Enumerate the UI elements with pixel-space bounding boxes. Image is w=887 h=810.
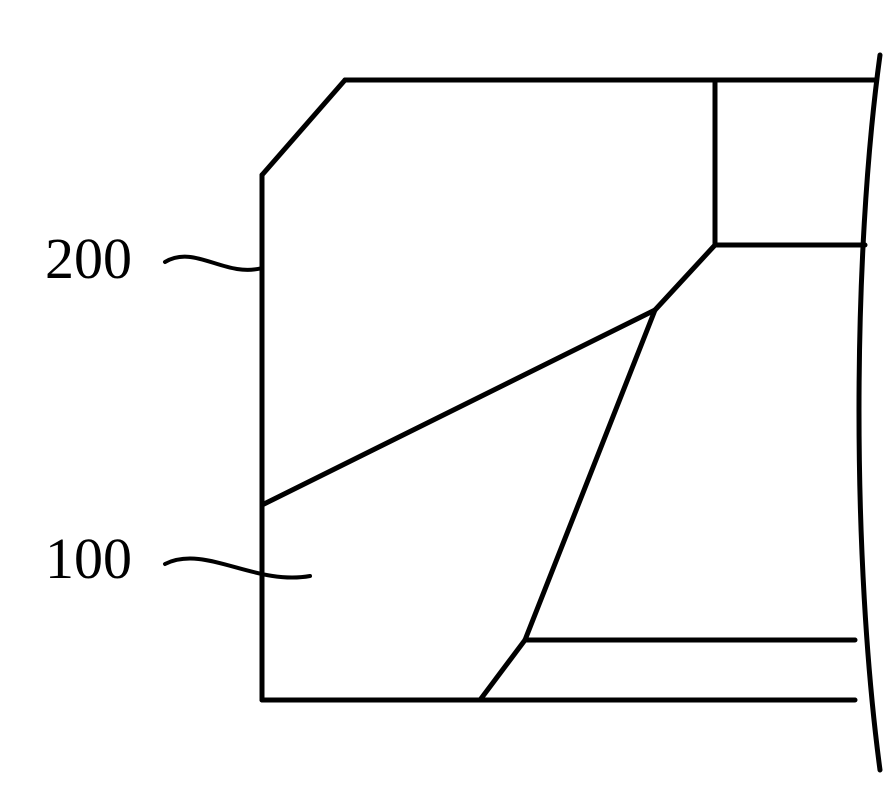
slope-lower	[525, 310, 655, 640]
inner-bot-diag	[480, 640, 525, 700]
right-arc	[859, 55, 880, 770]
diagram-svg	[0, 0, 887, 810]
leader-100	[165, 559, 310, 578]
diag-main	[262, 310, 655, 505]
diagram-root: 200 100	[0, 0, 887, 810]
label-100: 100	[45, 525, 132, 592]
slope-upper	[655, 245, 715, 310]
label-200: 200	[45, 225, 132, 292]
chamfer	[262, 80, 345, 175]
leader-200	[165, 257, 262, 270]
